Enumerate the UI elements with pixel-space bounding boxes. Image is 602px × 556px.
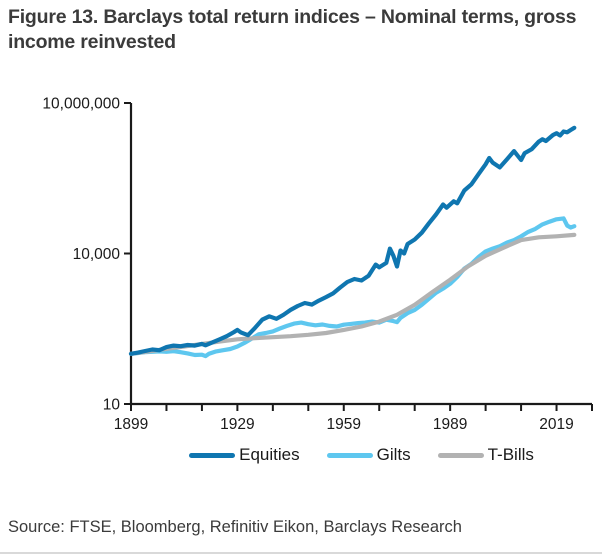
source-text: Source: FTSE, Bloomberg, Refinitiv Eikon… (8, 518, 462, 536)
x-axis-label: 1929 (220, 416, 254, 433)
legend-item-equities: Equities (189, 445, 300, 465)
chart-legend: Equities Gilts T-Bills (131, 442, 592, 468)
equities-series-line (128, 125, 577, 356)
bottom-divider (0, 552, 602, 554)
tbills-line-swatch (437, 452, 484, 458)
gilts-line-swatch (326, 452, 373, 458)
y-axis-label: 10,000,000 (42, 96, 120, 113)
gilts-series-line (128, 216, 577, 359)
x-axis-label: 1959 (327, 416, 361, 433)
legend-item-tbills: T-Bills (437, 445, 534, 465)
legend-item-gilts: Gilts (326, 445, 411, 465)
x-axis-label: 1899 (114, 416, 148, 433)
equities-line-swatch (189, 452, 236, 458)
x-axis-label: 2019 (539, 416, 573, 433)
tbills-series-line (128, 232, 577, 356)
legend-label-gilts: Gilts (376, 445, 411, 464)
legend-label-equities: Equities (239, 445, 300, 464)
axis-lines (129, 103, 592, 406)
legend-label-tbills: T-Bills (487, 445, 534, 464)
figure-title: Figure 13. Barclays total return indices… (8, 6, 577, 53)
y-axis-label: 10 (103, 397, 121, 414)
x-axis-label: 1989 (433, 416, 467, 433)
chart-canvas: 1899 1929 1959 1989 2019 10 10,000 10,000,000 (42, 96, 593, 433)
y-axis-label: 10,000 (73, 246, 121, 263)
